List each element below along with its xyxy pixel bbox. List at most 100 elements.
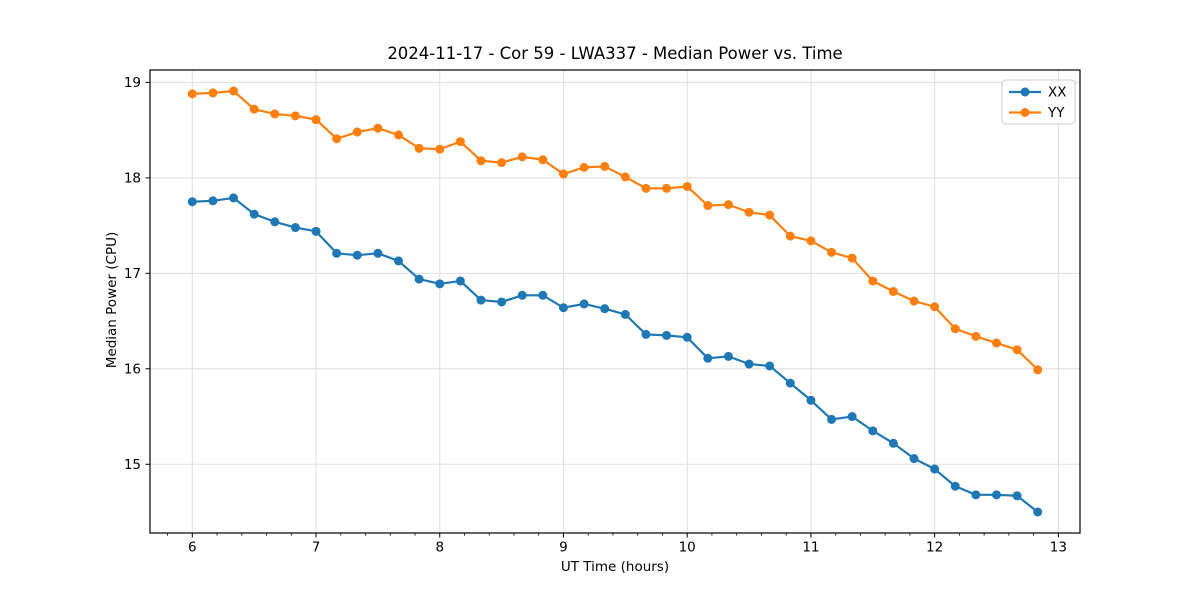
series-xx-point [641, 329, 651, 339]
x-tick-label: 8 [435, 540, 444, 556]
y-tick-label: 15 [124, 457, 141, 473]
series-xx-point [311, 226, 321, 236]
series-yy-point [373, 123, 383, 133]
series-xx-point [1033, 507, 1043, 517]
x-tick-label: 6 [188, 540, 197, 556]
series-yy-point [971, 331, 981, 341]
series-yy-point [476, 156, 486, 166]
series-yy-point [682, 181, 692, 191]
series-xx-point [476, 295, 486, 305]
series-xx-point [579, 299, 589, 309]
series-yy-point [187, 89, 197, 99]
series-xx-point [290, 223, 300, 233]
series-xx-point [455, 276, 465, 286]
series-yy-point [270, 109, 280, 119]
series-xx-point [270, 217, 280, 227]
legend-label-xx: XX [1048, 85, 1067, 101]
axes-frame [149, 69, 1081, 534]
x-tick-label: 7 [312, 540, 321, 556]
series-yy-point [414, 143, 424, 153]
series-xx-point [909, 454, 919, 464]
series-xx-point [847, 412, 857, 422]
series-yy-point [847, 253, 857, 263]
series-yy-point [600, 161, 610, 171]
series-xx-point [373, 248, 383, 258]
series-yy-point [785, 231, 795, 241]
series-xx-point [517, 290, 527, 300]
series-xx-point [703, 353, 713, 363]
series-xx-point [682, 332, 692, 342]
legend-label-yy: YY [1047, 105, 1065, 121]
series-yy-point [888, 286, 898, 296]
x-tick-label: 9 [559, 540, 568, 556]
series-xx-point [765, 361, 775, 371]
series-yy-point [744, 207, 754, 217]
y-tick-label: 19 [124, 75, 141, 91]
y-tick-label: 17 [124, 266, 141, 282]
series-yy-point [930, 302, 940, 312]
x-tick-label: 10 [679, 540, 696, 556]
legend-swatch-marker-xx [1020, 87, 1030, 97]
series-xx-point [662, 330, 672, 340]
series-yy-point [1033, 365, 1043, 375]
series-yy-point [538, 155, 548, 165]
series-xx-point [332, 248, 342, 258]
series-xx-point [991, 490, 1001, 500]
x-tick-label: 12 [926, 540, 943, 556]
series-xx-point [930, 464, 940, 474]
series-xx-point [414, 274, 424, 284]
legend-swatch-marker-yy [1020, 108, 1030, 117]
series-yy-point [765, 210, 775, 220]
series-xx-line [192, 196, 1039, 513]
series-xx-point [950, 481, 960, 491]
series-xx-point [352, 250, 362, 260]
series-xx-point [394, 256, 404, 266]
series-xx-point [888, 438, 898, 448]
series-xx-point [971, 490, 981, 500]
x-tick-label: 11 [802, 540, 819, 556]
series-yy-point [558, 169, 568, 179]
series-yy-point [311, 115, 321, 125]
series-xx-point [558, 303, 568, 313]
chart-title: 2024-11-17 - Cor 59 - LWA337 - Median Po… [387, 44, 843, 63]
series-yy-point [497, 158, 507, 168]
series-xx-point [497, 297, 507, 307]
series-yy-point [1012, 345, 1022, 355]
series-yy-point [950, 324, 960, 334]
series-yy-point [723, 200, 733, 210]
series-xx-point [229, 193, 239, 203]
series-yy-point [208, 88, 218, 98]
series-yy-point [249, 104, 259, 114]
series-yy-point [394, 130, 404, 140]
series-yy-point [290, 111, 300, 121]
series-xx-point [868, 426, 878, 436]
series-yy-point [332, 134, 342, 144]
y-tick-label: 16 [124, 361, 141, 377]
series-xx-point [208, 196, 218, 206]
series-yy-point [517, 152, 527, 162]
series-yy-point [455, 137, 465, 147]
series-xx-point [435, 279, 445, 289]
series-yy-point [991, 338, 1001, 348]
series-yy-point [579, 162, 589, 172]
series-xx-point [744, 359, 754, 369]
series-xx-point [187, 197, 197, 207]
series-yy-point [806, 236, 816, 246]
series-xx-point [827, 414, 837, 424]
series-yy-point [620, 172, 630, 182]
series-yy-point [703, 201, 713, 211]
x-tick-label: 13 [1050, 540, 1067, 556]
series-yy-point [352, 127, 362, 137]
series-yy-point [909, 296, 919, 306]
x-axis-label: UT Time (hours) [560, 559, 670, 575]
series-yy-point [868, 276, 878, 286]
series-xx-point [620, 309, 630, 319]
series-xx-point [785, 378, 795, 388]
series-yy-point [827, 247, 837, 257]
series-xx-point [806, 395, 816, 405]
series-yy-point [641, 183, 651, 193]
series-xx-point [600, 304, 610, 314]
series-xx-point [249, 209, 259, 219]
